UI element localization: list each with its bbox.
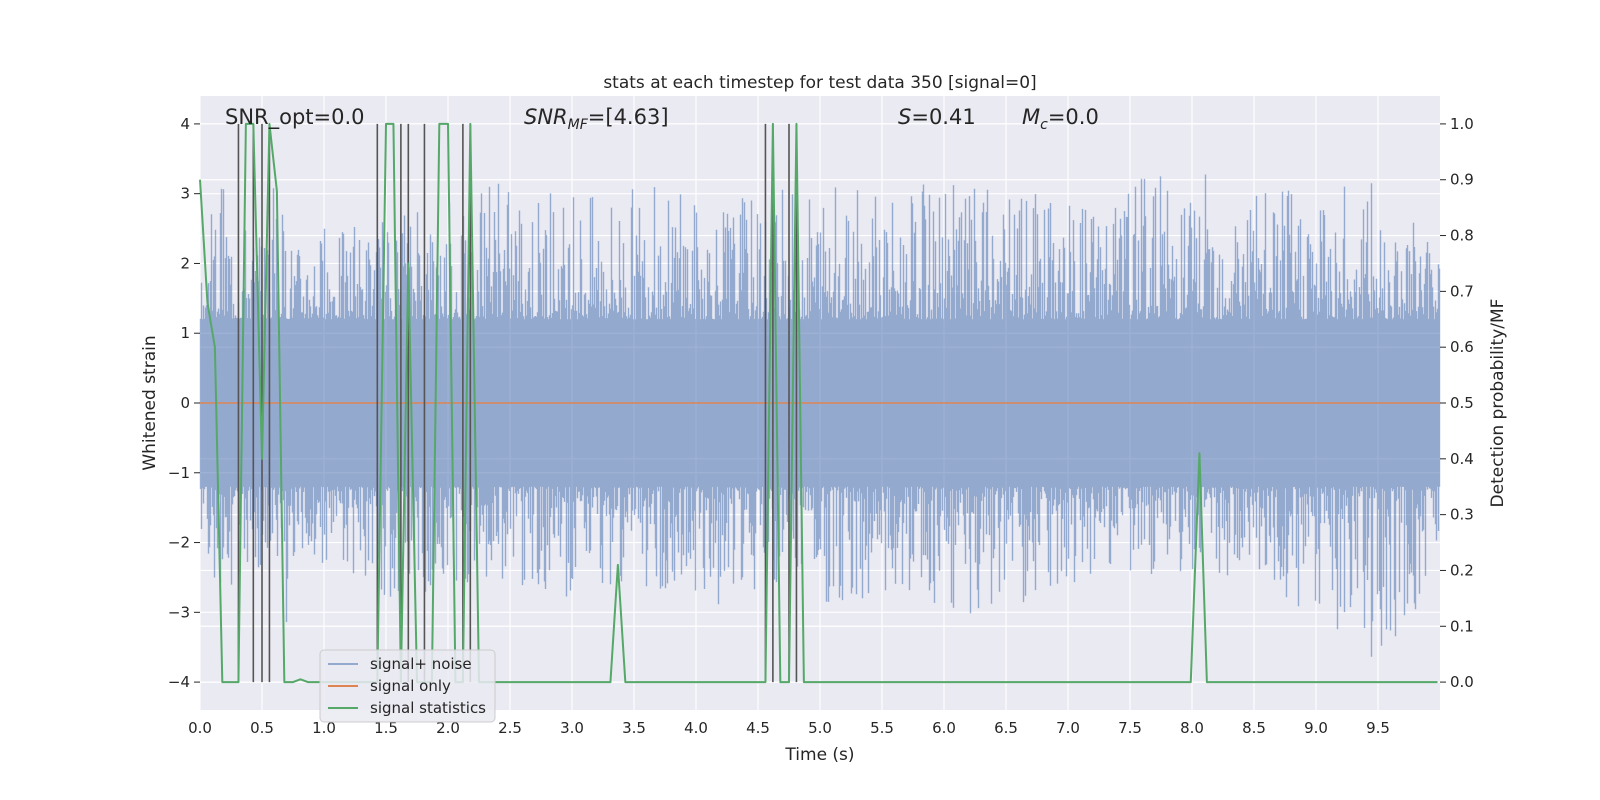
- x-tick-label: 0.0: [188, 719, 212, 737]
- x-tick-label: 9.0: [1304, 719, 1328, 737]
- y2-tick-label: 0.8: [1450, 227, 1474, 245]
- annotation-snr-mf: SNRMF=[4.63]: [524, 105, 669, 133]
- x-tick-label: 8.5: [1242, 719, 1266, 737]
- y2-tick-label: 0.3: [1450, 506, 1474, 524]
- chart-title: stats at each timestep for test data 350…: [603, 73, 1036, 93]
- y-tick-label: 1: [180, 324, 190, 342]
- y2-tick-label: 0.6: [1450, 338, 1474, 356]
- y2-tick-label: 0.2: [1450, 561, 1474, 579]
- x-axis-ticks: 0.0 0.5 1.0 1.5 2.0 2.5 3.0 3.5 4.0 4.5 5.0 5.5 6.0 6…: [188, 719, 1390, 737]
- y2-tick-label: 0.1: [1450, 617, 1474, 635]
- x-tick-label: 4.5: [746, 719, 770, 737]
- x-tick-label: 7.5: [1118, 719, 1142, 737]
- x-tick-label: 1.0: [312, 719, 336, 737]
- y-tick-label: −1: [168, 464, 190, 482]
- x-tick-label: 7.0: [1056, 719, 1080, 737]
- x-tick-label: 5.0: [808, 719, 832, 737]
- y-tick-label: 4: [180, 115, 190, 133]
- y2-tick-label: 0.5: [1450, 394, 1474, 412]
- x-tick-label: 4.0: [684, 719, 708, 737]
- legend-label-signal-only: signal only: [370, 677, 451, 695]
- y-axis-ticks: −4 −3 −2 −1 0 1 2 3 4: [168, 115, 200, 691]
- x-tick-label: 2.0: [436, 719, 460, 737]
- x-tick-label: 1.5: [374, 719, 398, 737]
- annotation-s-value: =0.41: [911, 105, 975, 129]
- y-tick-label: −2: [168, 534, 190, 552]
- x-tick-label: 5.5: [870, 719, 894, 737]
- x-tick-label: 3.0: [560, 719, 584, 737]
- y-tick-label: −4: [168, 673, 190, 691]
- x-tick-label: 2.5: [498, 719, 522, 737]
- y-tick-label: −3: [168, 603, 190, 621]
- y2-tick-label: 1.0: [1450, 115, 1474, 133]
- x-tick-label: 6.0: [932, 719, 956, 737]
- y-tick-label: 2: [180, 254, 190, 272]
- signal-statistics-series: [199, 122, 1438, 684]
- y-axis-label: Whitened strain: [140, 335, 160, 470]
- y2-tick-label: 0.9: [1450, 171, 1474, 189]
- annotation-mc: Mc=0.0: [1022, 105, 1099, 133]
- x-tick-label: 8.0: [1180, 719, 1204, 737]
- y2-axis-ticks: 0.0 0.1 0.2 0.3 0.4 0.5 0.6 0.7 0.8 0.9 1.0: [1440, 115, 1474, 691]
- signal-statistics-line: [199, 122, 1438, 684]
- y2-tick-label: 0.7: [1450, 282, 1474, 300]
- x-tick-label: 3.5: [622, 719, 646, 737]
- y-tick-label: 0: [180, 394, 190, 412]
- x-tick-label: 9.5: [1366, 719, 1390, 737]
- legend-label-signal-statistics: signal statistics: [370, 699, 486, 717]
- x-tick-label: 6.5: [994, 719, 1018, 737]
- annotation-snr-mf-value: =[4.63]: [588, 105, 669, 129]
- x-tick-label: 0.5: [250, 719, 274, 737]
- x-axis-label: Time (s): [784, 745, 854, 765]
- annotation-s: S=0.41: [898, 105, 976, 129]
- legend: signal+ noise signal only signal statist…: [319, 649, 496, 723]
- y2-tick-label: 0.0: [1450, 673, 1474, 691]
- annotation-mc-value: =0.0: [1048, 105, 1099, 129]
- y2-axis-label: Detection probability/MF: [1488, 299, 1508, 508]
- legend-box: [319, 649, 496, 723]
- y2-tick-label: 0.4: [1450, 450, 1474, 468]
- vertical-markers: [237, 123, 798, 683]
- y-tick-label: 3: [180, 185, 190, 203]
- legend-label-signal-noise: signal+ noise: [370, 655, 472, 673]
- annotation-snr-opt: SNR_opt=0.0: [225, 105, 365, 130]
